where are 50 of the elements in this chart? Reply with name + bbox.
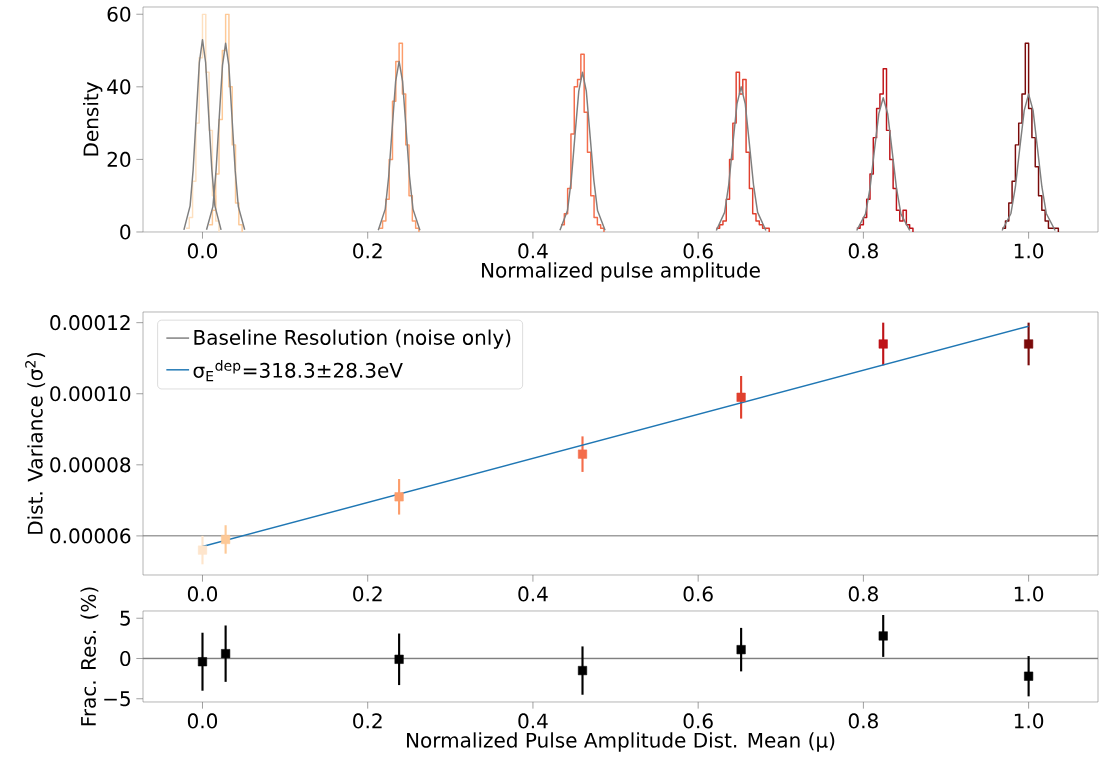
y-tick-label: 0.00006 — [50, 528, 131, 544]
legend-label: σ$_{E}$$^{dep}$=318.3±28.3eV — [193, 360, 403, 382]
x-tick-label: 0.6 — [683, 586, 713, 602]
point — [878, 631, 888, 641]
x-tick-label: 0.8 — [848, 713, 878, 729]
y-axis-title: Density — [83, 82, 103, 156]
x-tick-label: 0.2 — [353, 713, 382, 729]
x-tick-label: 0.0 — [187, 586, 218, 602]
point — [736, 392, 746, 402]
y-tick-label: 5 — [120, 610, 130, 626]
x-tick-label: 0.4 — [518, 243, 548, 259]
y-axis-title: Frac. Res. (%) — [80, 587, 99, 726]
point — [577, 666, 588, 676]
y-tick-label: 0.00012 — [50, 315, 130, 331]
point — [221, 534, 231, 544]
point — [1024, 339, 1034, 349]
x-tick-label: 0.4 — [518, 586, 548, 602]
x-tick-label: 0.4 — [518, 713, 548, 729]
y-tick-label: 0 — [120, 224, 131, 240]
y-axis-title: Dist. Variance (σ$^{2}$) — [25, 352, 46, 534]
y-tick-label: 40 — [107, 79, 131, 95]
y-tick-label: 0.00008 — [50, 457, 131, 473]
x-tick-label: 0.6 — [683, 713, 713, 729]
x-tick-label: 0.6 — [683, 243, 713, 259]
x-tick-label: 0.0 — [187, 243, 218, 259]
x-tick-label: 1.0 — [1014, 243, 1044, 259]
y-tick-label: 0 — [120, 650, 131, 667]
x-tick-label: 0.2 — [353, 243, 382, 259]
x-tick-label: 1.0 — [1014, 713, 1044, 729]
x-tick-label: 0.8 — [848, 243, 878, 259]
x-tick-label: 1.0 — [1014, 586, 1044, 602]
y-tick-label: 60 — [107, 6, 131, 22]
point — [197, 657, 208, 667]
y-tick-label: 20 — [107, 151, 131, 167]
x-axis-title: Normalized pulse amplitude — [482, 262, 760, 282]
x-axis-title: Normalized Pulse Amplitude Dist. Mean (μ) — [407, 732, 835, 752]
point — [736, 645, 746, 655]
x-tick-label: 0.8 — [848, 586, 878, 602]
point — [197, 545, 208, 555]
point — [394, 654, 404, 664]
point — [1024, 671, 1034, 681]
point — [394, 492, 404, 502]
y-tick-label: 0.00010 — [50, 386, 131, 402]
point — [878, 339, 888, 349]
legend-label: Baseline Resolution (noise only) — [194, 329, 511, 349]
point — [577, 449, 588, 459]
point — [221, 649, 231, 659]
x-tick-label: 0.0 — [187, 713, 218, 729]
x-tick-label: 0.2 — [353, 586, 382, 602]
y-tick-label: −5 — [104, 691, 130, 707]
